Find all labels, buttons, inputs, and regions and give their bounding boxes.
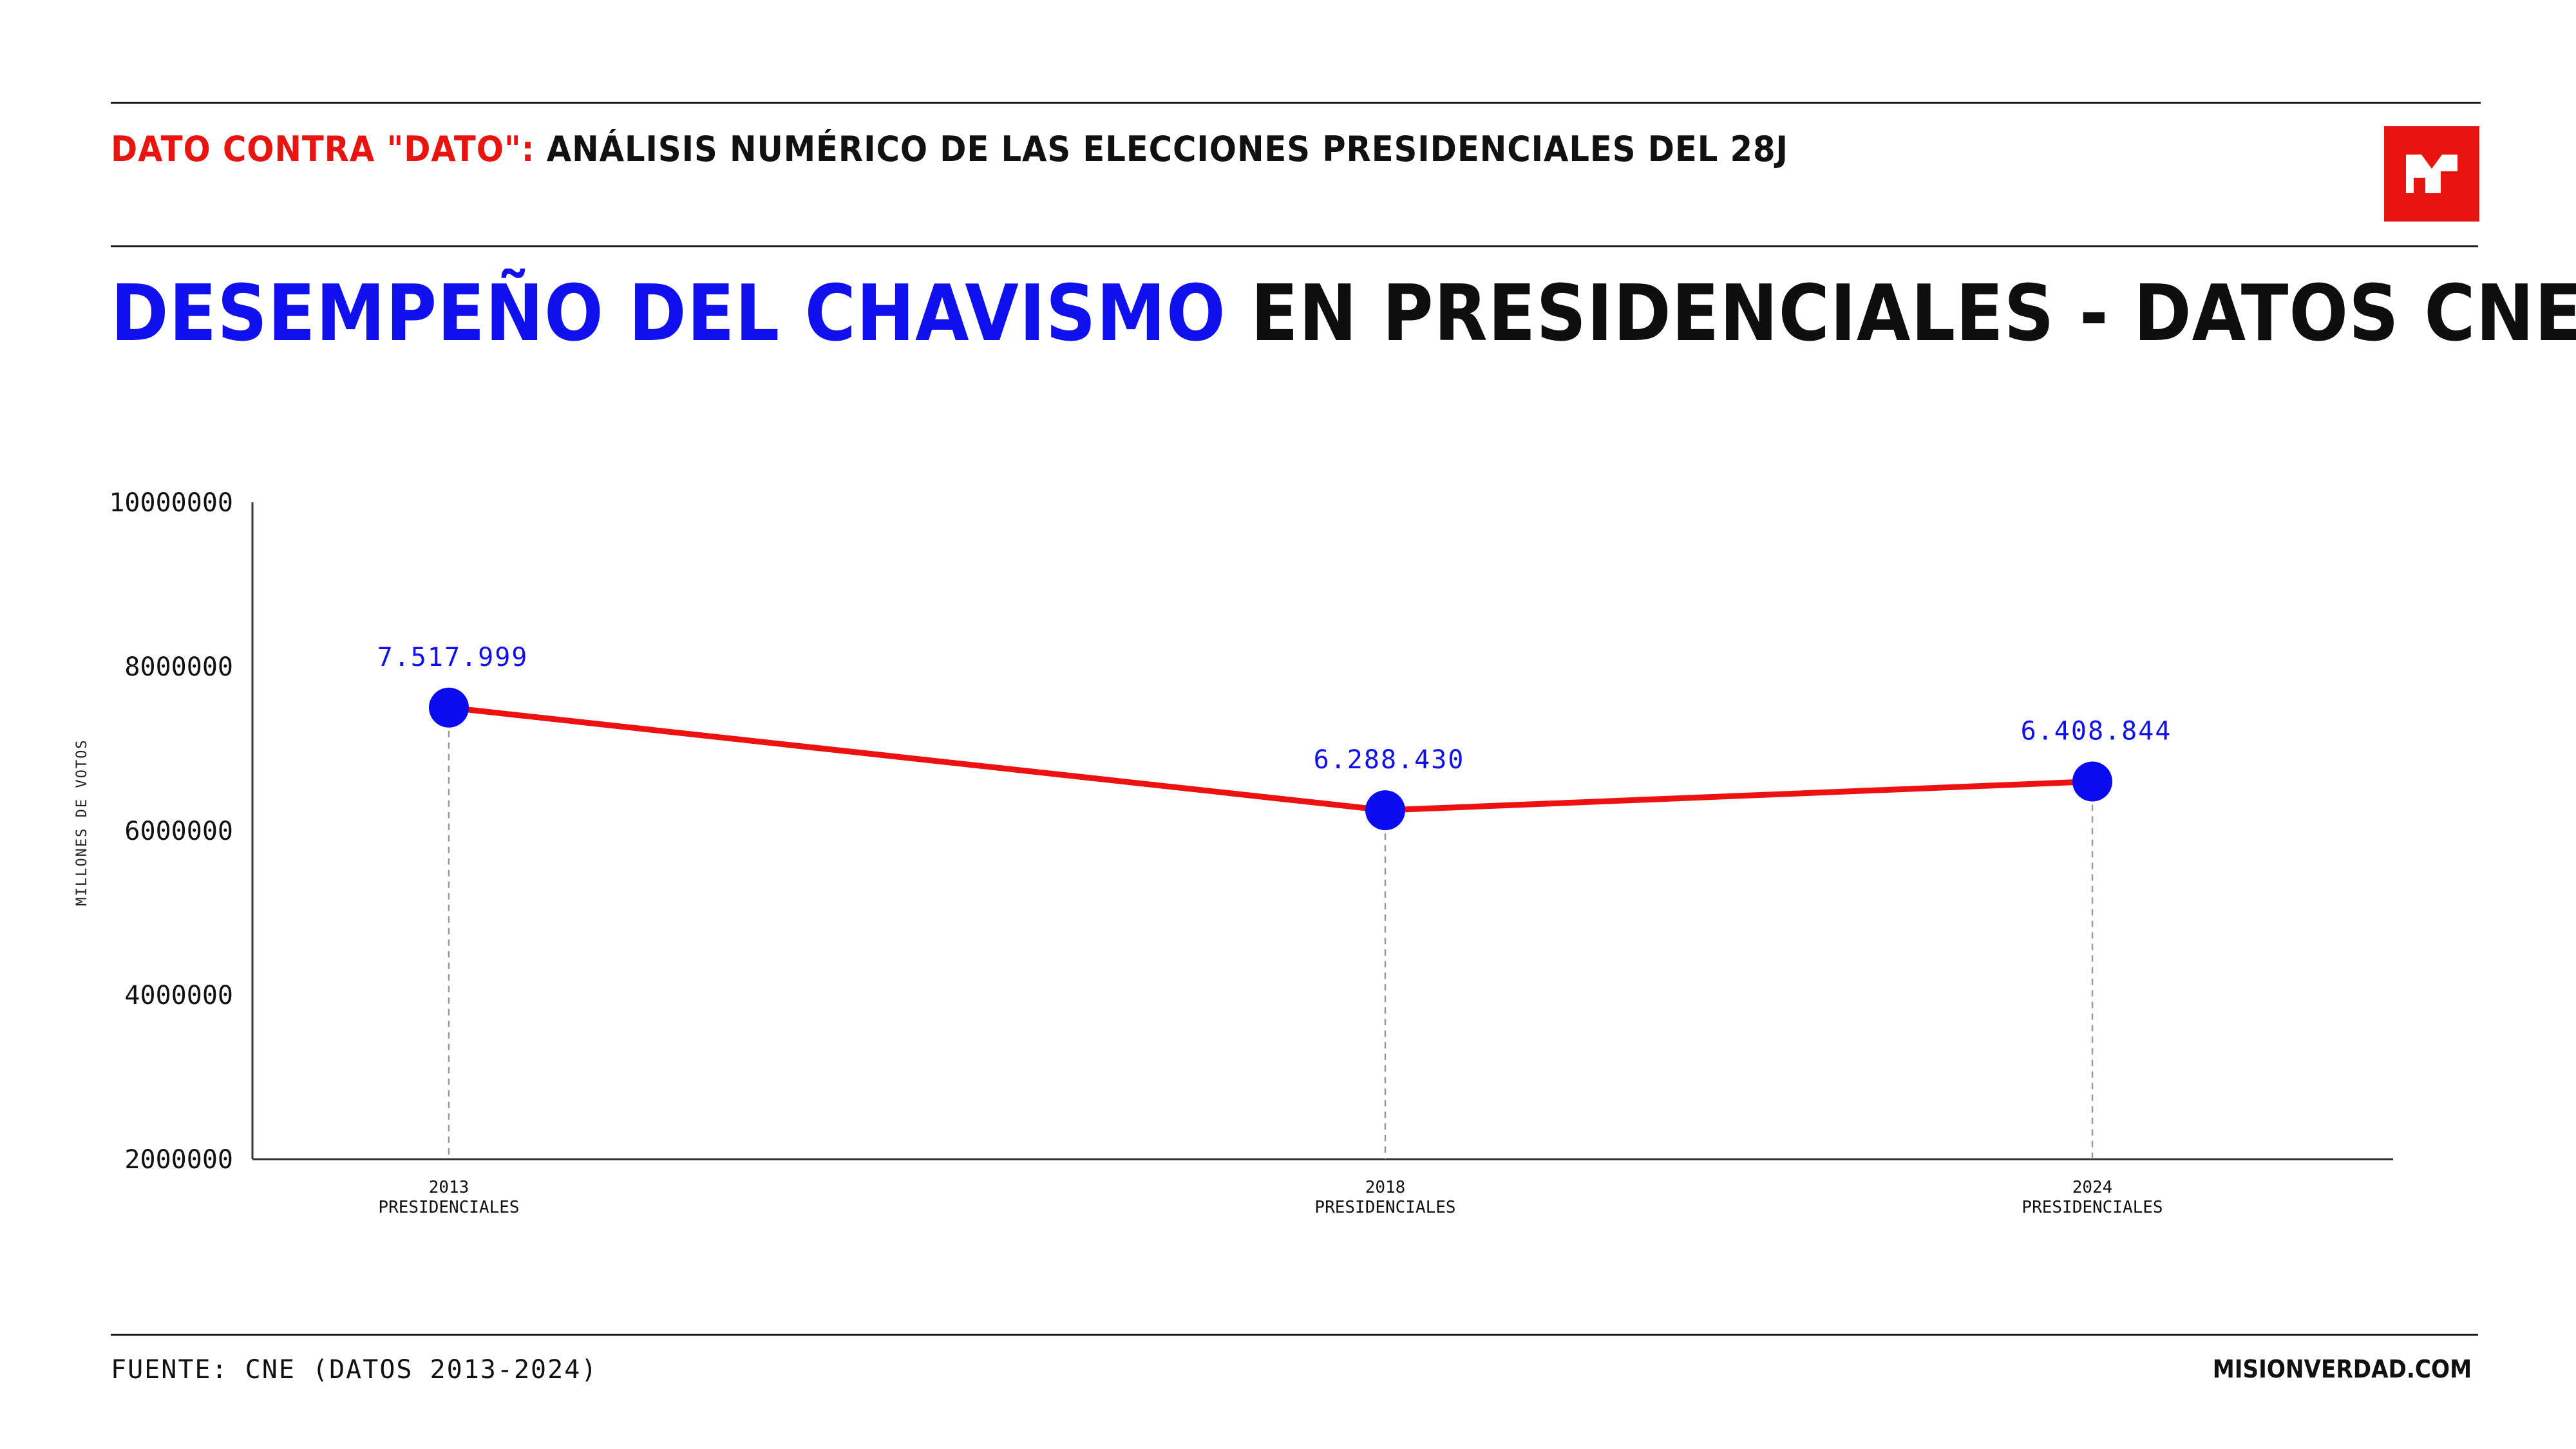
site-credit: MISIONVERDAD.COM bbox=[2212, 1355, 2472, 1383]
data-point bbox=[2072, 761, 2112, 802]
data-point bbox=[1365, 790, 1405, 831]
y-tick-label: 8000000 bbox=[124, 652, 233, 682]
data-label: 6.408.844 bbox=[2021, 717, 2172, 746]
x-tick-label: PRESIDENCIALES bbox=[1314, 1198, 1455, 1217]
data-label: 6.288.430 bbox=[1314, 745, 1465, 775]
kicker: DATO CONTRA "DATO": ANÁLISIS NUMÉRICO DE… bbox=[111, 129, 1788, 169]
y-tick-label: 2000000 bbox=[124, 1145, 233, 1175]
y-tick-label: 6000000 bbox=[124, 817, 233, 846]
source-note: FUENTE: CNE (DATOS 2013-2024) bbox=[111, 1355, 598, 1385]
x-tick-label: 2013 bbox=[429, 1178, 469, 1197]
x-tick-label: 2018 bbox=[1365, 1178, 1406, 1197]
page-title-highlight: DESEMPEÑO DEL CHAVISMO bbox=[111, 269, 1226, 359]
page-title-rest: EN PRESIDENCIALES - DATOS CNE bbox=[1251, 269, 2576, 359]
x-tick-label: 2024 bbox=[2072, 1178, 2113, 1197]
y-tick-label: 4000000 bbox=[124, 981, 233, 1010]
x-tick-label: PRESIDENCIALES bbox=[378, 1198, 519, 1217]
data-label: 7.517.999 bbox=[377, 643, 529, 672]
y-axis-label: MILLONES DE VOTOS bbox=[74, 739, 90, 905]
y-tick-label: 10000000 bbox=[109, 488, 233, 518]
kicker-text: ANÁLISIS NUMÉRICO DE LAS ELECCIONES PRES… bbox=[546, 129, 1788, 169]
misionverdad-logo-icon bbox=[2384, 126, 2479, 222]
x-tick-label: PRESIDENCIALES bbox=[2022, 1198, 2163, 1217]
page-title: DESEMPEÑO DEL CHAVISMO EN PRESIDENCIALES… bbox=[111, 269, 2576, 359]
kicker-highlight: DATO CONTRA "DATO": bbox=[111, 129, 535, 169]
top-divider bbox=[111, 102, 2481, 104]
header-divider bbox=[111, 245, 2478, 247]
data-point bbox=[429, 687, 469, 728]
footer-divider bbox=[111, 1334, 2478, 1336]
series-line bbox=[446, 705, 2096, 813]
